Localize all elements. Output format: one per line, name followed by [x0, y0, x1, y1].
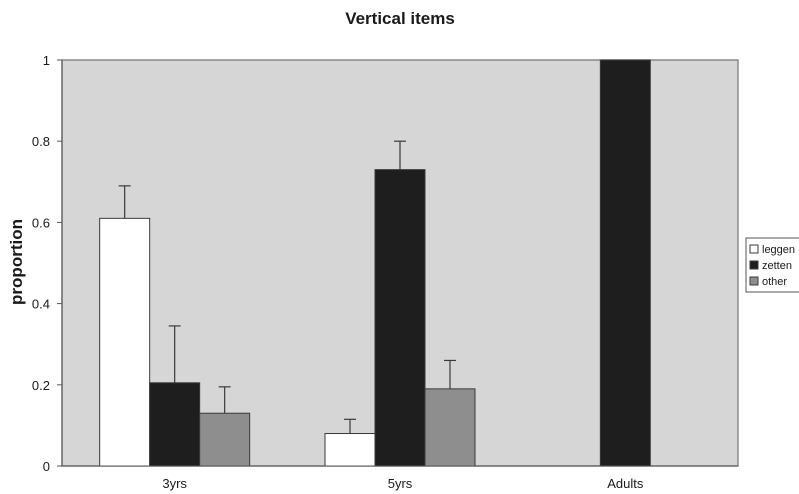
- bar-leggen-3yrs: [99, 217, 151, 467]
- y-tick-label: 0.2: [32, 378, 50, 393]
- legend-label-other: other: [762, 276, 787, 288]
- y-tick-label: 0: [43, 459, 50, 474]
- legend: leggen zetten other: [745, 237, 799, 293]
- y-tick-label: 0.4: [32, 297, 50, 312]
- chart-title: Vertical items: [345, 9, 455, 28]
- bar-zetten-5yrs: [374, 169, 426, 467]
- legend-label-leggen: leggen: [762, 244, 795, 256]
- bar-other-3yrs: [199, 412, 251, 467]
- bar-other-5yrs: [424, 388, 476, 467]
- legend-swatch-other: [749, 276, 759, 286]
- y-tick-label: 0.6: [32, 215, 50, 230]
- legend-label-zetten: zetten: [762, 260, 792, 272]
- y-tick-label: 1: [43, 53, 50, 68]
- bar-zetten-Adults: [599, 59, 651, 467]
- bar-leggen-5yrs: [324, 433, 376, 467]
- bar-zetten-3yrs: [149, 382, 201, 467]
- legend-swatch-leggen: [749, 244, 759, 254]
- y-axis-label: proportion: [7, 219, 26, 305]
- legend-swatch-zetten: [749, 260, 759, 270]
- x-tick-label: 5yrs: [388, 476, 413, 491]
- y-tick-label: 0.8: [32, 134, 50, 149]
- x-tick-label: Adults: [607, 476, 644, 491]
- x-tick-label: 3yrs: [162, 476, 187, 491]
